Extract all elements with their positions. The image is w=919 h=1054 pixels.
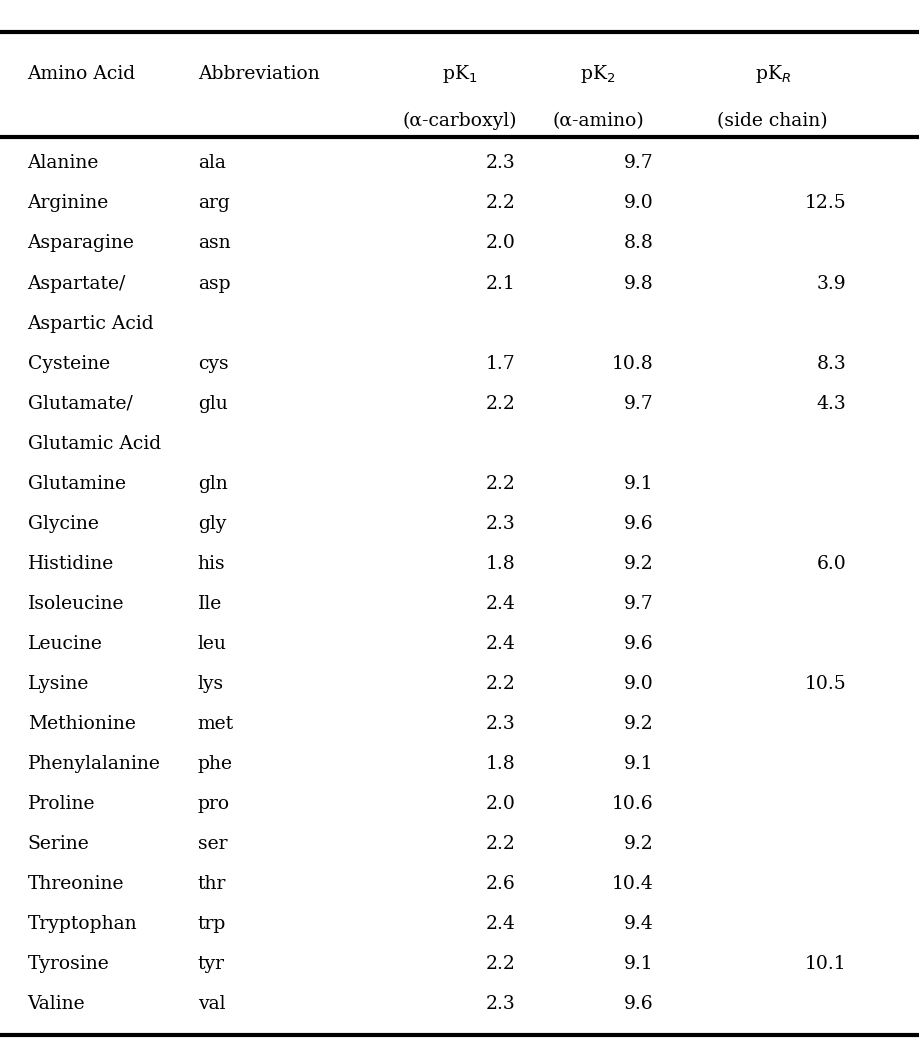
Text: Proline: Proline: [28, 795, 95, 814]
Text: 2.6: 2.6: [485, 875, 515, 894]
Text: 4.3: 4.3: [816, 394, 845, 413]
Text: 9.7: 9.7: [623, 594, 652, 613]
Text: 2.4: 2.4: [485, 594, 515, 613]
Text: (side chain): (side chain): [717, 112, 827, 131]
Text: 2.4: 2.4: [485, 635, 515, 653]
Text: pK$_1$: pK$_1$: [442, 63, 477, 84]
Text: Aspartic Acid: Aspartic Acid: [28, 314, 154, 333]
Text: 2.3: 2.3: [485, 715, 515, 734]
Text: 2.2: 2.2: [485, 675, 515, 694]
Text: 2.3: 2.3: [485, 995, 515, 1014]
Text: Leucine: Leucine: [28, 635, 102, 653]
Text: 6.0: 6.0: [816, 554, 845, 573]
Text: 2.2: 2.2: [485, 474, 515, 493]
Text: Threonine: Threonine: [28, 875, 124, 894]
Text: (α-carboxyl): (α-carboxyl): [403, 112, 516, 131]
Text: lys: lys: [198, 675, 223, 694]
Text: 9.7: 9.7: [623, 394, 652, 413]
Text: arg: arg: [198, 194, 230, 213]
Text: 10.8: 10.8: [611, 354, 652, 373]
Text: Amino Acid: Amino Acid: [28, 64, 136, 83]
Text: 2.0: 2.0: [485, 234, 515, 253]
Text: 9.2: 9.2: [623, 554, 652, 573]
Text: Tryptophan: Tryptophan: [28, 915, 137, 934]
Text: Asparagine: Asparagine: [28, 234, 134, 253]
Text: asn: asn: [198, 234, 230, 253]
Text: 9.0: 9.0: [623, 675, 652, 694]
Text: Cysteine: Cysteine: [28, 354, 109, 373]
Text: 10.4: 10.4: [611, 875, 652, 894]
Text: 10.1: 10.1: [804, 955, 845, 974]
Text: 1.8: 1.8: [485, 755, 515, 774]
Text: 2.3: 2.3: [485, 514, 515, 533]
Text: pro: pro: [198, 795, 230, 814]
Text: Alanine: Alanine: [28, 154, 99, 173]
Text: 3.9: 3.9: [816, 274, 845, 293]
Text: 10.6: 10.6: [611, 795, 652, 814]
Text: Methionine: Methionine: [28, 715, 135, 734]
Text: 9.4: 9.4: [623, 915, 652, 934]
Text: 10.5: 10.5: [804, 675, 845, 694]
Text: Histidine: Histidine: [28, 554, 114, 573]
Text: (α-amino): (α-amino): [551, 112, 643, 131]
Text: glu: glu: [198, 394, 227, 413]
Text: phe: phe: [198, 755, 233, 774]
Text: 9.2: 9.2: [623, 715, 652, 734]
Text: thr: thr: [198, 875, 226, 894]
Text: Ile: Ile: [198, 594, 221, 613]
Text: gln: gln: [198, 474, 227, 493]
Text: 8.3: 8.3: [816, 354, 845, 373]
Text: ser: ser: [198, 835, 227, 854]
Text: 8.8: 8.8: [623, 234, 652, 253]
Text: 9.6: 9.6: [623, 995, 652, 1014]
Text: Abbreviation: Abbreviation: [198, 64, 319, 83]
Text: gly: gly: [198, 514, 226, 533]
Text: cys: cys: [198, 354, 228, 373]
Text: 2.2: 2.2: [485, 394, 515, 413]
Text: 12.5: 12.5: [804, 194, 845, 213]
Text: asp: asp: [198, 274, 230, 293]
Text: 9.1: 9.1: [623, 955, 652, 974]
Text: 2.1: 2.1: [485, 274, 515, 293]
Text: 1.8: 1.8: [485, 554, 515, 573]
Text: 9.7: 9.7: [623, 154, 652, 173]
Text: Phenylalanine: Phenylalanine: [28, 755, 160, 774]
Text: Aspartate/: Aspartate/: [28, 274, 126, 293]
Text: 2.2: 2.2: [485, 835, 515, 854]
Text: 2.2: 2.2: [485, 955, 515, 974]
Text: 9.6: 9.6: [623, 514, 652, 533]
Text: his: his: [198, 554, 225, 573]
Text: 9.8: 9.8: [623, 274, 652, 293]
Text: Tyrosine: Tyrosine: [28, 955, 109, 974]
Text: 2.4: 2.4: [485, 915, 515, 934]
Text: met: met: [198, 715, 233, 734]
Text: Glutamic Acid: Glutamic Acid: [28, 434, 161, 453]
Text: Glutamate/: Glutamate/: [28, 394, 132, 413]
Text: Lysine: Lysine: [28, 675, 89, 694]
Text: 1.7: 1.7: [485, 354, 515, 373]
Text: Arginine: Arginine: [28, 194, 108, 213]
Text: Glutamine: Glutamine: [28, 474, 126, 493]
Text: pK$_2$: pK$_2$: [580, 63, 615, 84]
Text: 2.0: 2.0: [485, 795, 515, 814]
Text: 9.0: 9.0: [623, 194, 652, 213]
Text: Isoleucine: Isoleucine: [28, 594, 124, 613]
Text: trp: trp: [198, 915, 226, 934]
Text: 2.2: 2.2: [485, 194, 515, 213]
Text: 9.1: 9.1: [623, 474, 652, 493]
Text: 9.1: 9.1: [623, 755, 652, 774]
Text: 2.3: 2.3: [485, 154, 515, 173]
Text: 9.6: 9.6: [623, 635, 652, 653]
Text: 9.2: 9.2: [623, 835, 652, 854]
Text: ala: ala: [198, 154, 225, 173]
Text: pK$_R$: pK$_R$: [754, 63, 790, 84]
Text: Serine: Serine: [28, 835, 89, 854]
Text: Valine: Valine: [28, 995, 85, 1014]
Text: Glycine: Glycine: [28, 514, 98, 533]
Text: tyr: tyr: [198, 955, 224, 974]
Text: leu: leu: [198, 635, 226, 653]
Text: val: val: [198, 995, 225, 1014]
